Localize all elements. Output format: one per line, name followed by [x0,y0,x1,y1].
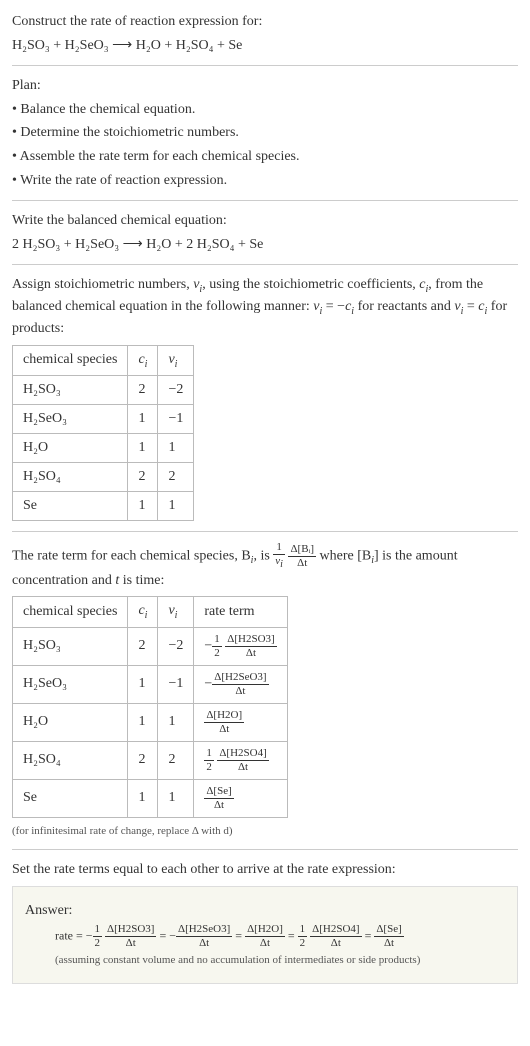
table-row: H₂O 1 1 Δ[H2O]Δt [13,703,288,741]
divider [12,849,518,850]
balanced-equation: 2 H₂SO₃ + H₂SeO₃ ⟶ H₂O + 2 H₂SO₄ + Se [12,235,518,255]
plan-heading: Plan: [12,76,518,96]
answer-box: Answer: rate = −12 Δ[H2SO3]Δt = −Δ[H2SeO… [12,886,518,984]
answer-note: (assuming constant volume and no accumul… [25,953,505,968]
balanced-heading: Write the balanced chemical equation: [12,211,518,231]
table-row: Se 1 1 Δ[Se]Δt [13,779,288,817]
assign-text: Assign stoichiometric numbers, νi, using… [12,275,518,338]
plan-item-1: • Determine the stoichiometric numbers. [12,123,518,143]
assign-b: , using the stoichiometric coefficients, [202,277,419,292]
divider [12,531,518,532]
assign-f: = [463,299,478,314]
table-row: H₂SO₃2−2 [13,376,194,405]
th-nui: νi [158,345,194,376]
plan-item-2: • Assemble the rate term for each chemic… [12,147,518,167]
divider [12,264,518,265]
divider [12,200,518,201]
table-row: H₂SO₃ 2 −2 −12 Δ[H2SO3]Δt [13,627,288,665]
table-row: Se11 [13,492,194,521]
th-species: chemical species [13,345,128,376]
intro-equation: H₂SO₃ + H₂SeO₃ ⟶ H₂O + H₂SO₄ + Se [12,36,518,56]
intro-line1: Construct the rate of reaction expressio… [12,12,518,32]
table-row: H₂SeO₃1−1 [13,405,194,434]
table-row: H₂SeO₃ 1 −1 −Δ[H2SeO3]Δt [13,665,288,703]
assign-e: for reactants and [354,299,454,314]
stoich-table: chemical species ci νi H₂SO₃2−2 H₂SeO₃1−… [12,345,194,522]
frac-1-over-nu: 1νi [273,542,285,570]
rateterm-text: The rate term for each chemical species,… [12,542,518,590]
assign-a: Assign stoichiometric numbers, [12,277,193,292]
plan-item-3: • Write the rate of reaction expression. [12,171,518,191]
table-row: H₂O11 [13,434,194,463]
divider [12,65,518,66]
plan-item-0: • Balance the chemical equation. [12,100,518,120]
th-ci: ci [128,345,158,376]
table-row: H₂SO₄22 [13,463,194,492]
rate-expression: rate = −12 Δ[H2SO3]Δt = −Δ[H2SeO3]Δt = Δ… [25,924,505,949]
set-equal-text: Set the rate terms equal to each other t… [12,860,518,880]
rateterm-table: chemical species ci νi rate term H₂SO₃ 2… [12,596,288,818]
answer-label: Answer: [25,901,505,921]
table-header-row: chemical species ci νi rate term [13,597,288,628]
table-header-row: chemical species ci νi [13,345,194,376]
frac-dB-dt: Δ[Bᵢ]Δt [288,544,316,569]
table-row: H₂SO₄ 2 2 12 Δ[H2SO4]Δt [13,741,288,779]
infinitesimal-note: (for infinitesimal rate of change, repla… [12,824,518,839]
assign-d: = − [322,299,345,314]
